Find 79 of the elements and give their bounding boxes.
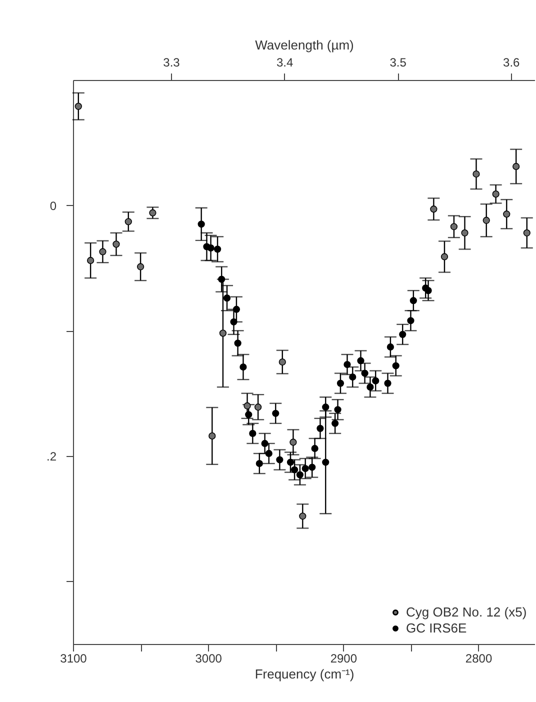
point (334, 406, 342, 414)
y-tick-label: .2 (46, 450, 57, 464)
point (278, 358, 286, 366)
point (124, 218, 132, 226)
point (344, 360, 351, 368)
point (482, 216, 490, 224)
point (208, 432, 216, 440)
x2-tick-label: 3.4 (276, 56, 294, 70)
point (302, 464, 309, 472)
point (384, 380, 392, 387)
point (198, 220, 205, 228)
point (232, 306, 240, 313)
point (219, 330, 227, 337)
point (261, 440, 268, 448)
point (254, 404, 262, 411)
point (234, 340, 242, 347)
x2-tick-label: 3.3 (163, 56, 180, 70)
point (112, 240, 120, 248)
point (386, 343, 394, 351)
point (74, 102, 82, 110)
point (290, 438, 297, 446)
point (430, 206, 438, 213)
point (290, 466, 298, 474)
point (361, 370, 368, 377)
x2-axis-title: Wavelength (µm) (255, 38, 354, 52)
point (265, 450, 272, 458)
point (249, 430, 256, 437)
x-tick-label: 2900 (330, 652, 358, 666)
point (308, 464, 316, 471)
point (286, 458, 294, 466)
point (218, 276, 226, 283)
point (322, 458, 330, 466)
point (372, 377, 380, 384)
point (523, 229, 530, 236)
point (256, 460, 263, 468)
point (410, 297, 417, 304)
point (512, 162, 520, 170)
point (272, 410, 280, 417)
point (461, 229, 468, 236)
x-tick-label: 2800 (465, 652, 492, 666)
point (440, 253, 448, 260)
point (366, 384, 374, 391)
point (87, 256, 94, 264)
point (399, 330, 406, 338)
x2-tick-label: 3.6 (503, 56, 520, 70)
x-tick-label: 3000 (195, 652, 222, 666)
point (296, 471, 304, 478)
point (407, 317, 414, 324)
point (230, 318, 238, 326)
point (349, 373, 356, 381)
point (99, 248, 106, 256)
point (214, 246, 222, 253)
legend-label: GC IRS6E (406, 620, 468, 636)
x-axis-title: Frequency (cm⁻¹) (254, 666, 354, 682)
point (136, 263, 144, 270)
point (276, 456, 284, 464)
x2-tick-label: 3.5 (390, 56, 407, 70)
point (472, 170, 480, 178)
point (245, 411, 252, 418)
point (336, 380, 344, 387)
legend-label: Cyg OB2 No. 12 (x5) (406, 604, 527, 620)
point (223, 294, 231, 302)
point (450, 223, 458, 230)
point (244, 402, 251, 410)
point (492, 190, 500, 198)
point (207, 244, 214, 252)
point (503, 210, 510, 218)
point (424, 287, 432, 294)
point (311, 444, 318, 452)
point (149, 209, 156, 216)
point (332, 420, 339, 427)
point (322, 404, 330, 411)
x-tick-label: 3100 (60, 652, 88, 666)
point (240, 363, 247, 371)
point (392, 362, 400, 370)
point (299, 512, 306, 520)
point (357, 357, 364, 364)
point (316, 424, 324, 432)
y-tick-label: 0 (50, 198, 57, 213)
